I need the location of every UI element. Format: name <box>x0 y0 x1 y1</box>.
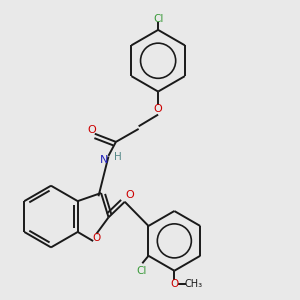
Text: Cl: Cl <box>153 14 163 24</box>
Text: H: H <box>114 152 122 162</box>
Text: O: O <box>125 190 134 200</box>
Text: CH₃: CH₃ <box>184 279 202 289</box>
Text: Cl: Cl <box>136 266 146 276</box>
Text: O: O <box>170 279 178 289</box>
Text: O: O <box>88 125 97 135</box>
Text: O: O <box>92 233 100 243</box>
Text: N: N <box>100 155 109 165</box>
Text: O: O <box>154 104 163 114</box>
